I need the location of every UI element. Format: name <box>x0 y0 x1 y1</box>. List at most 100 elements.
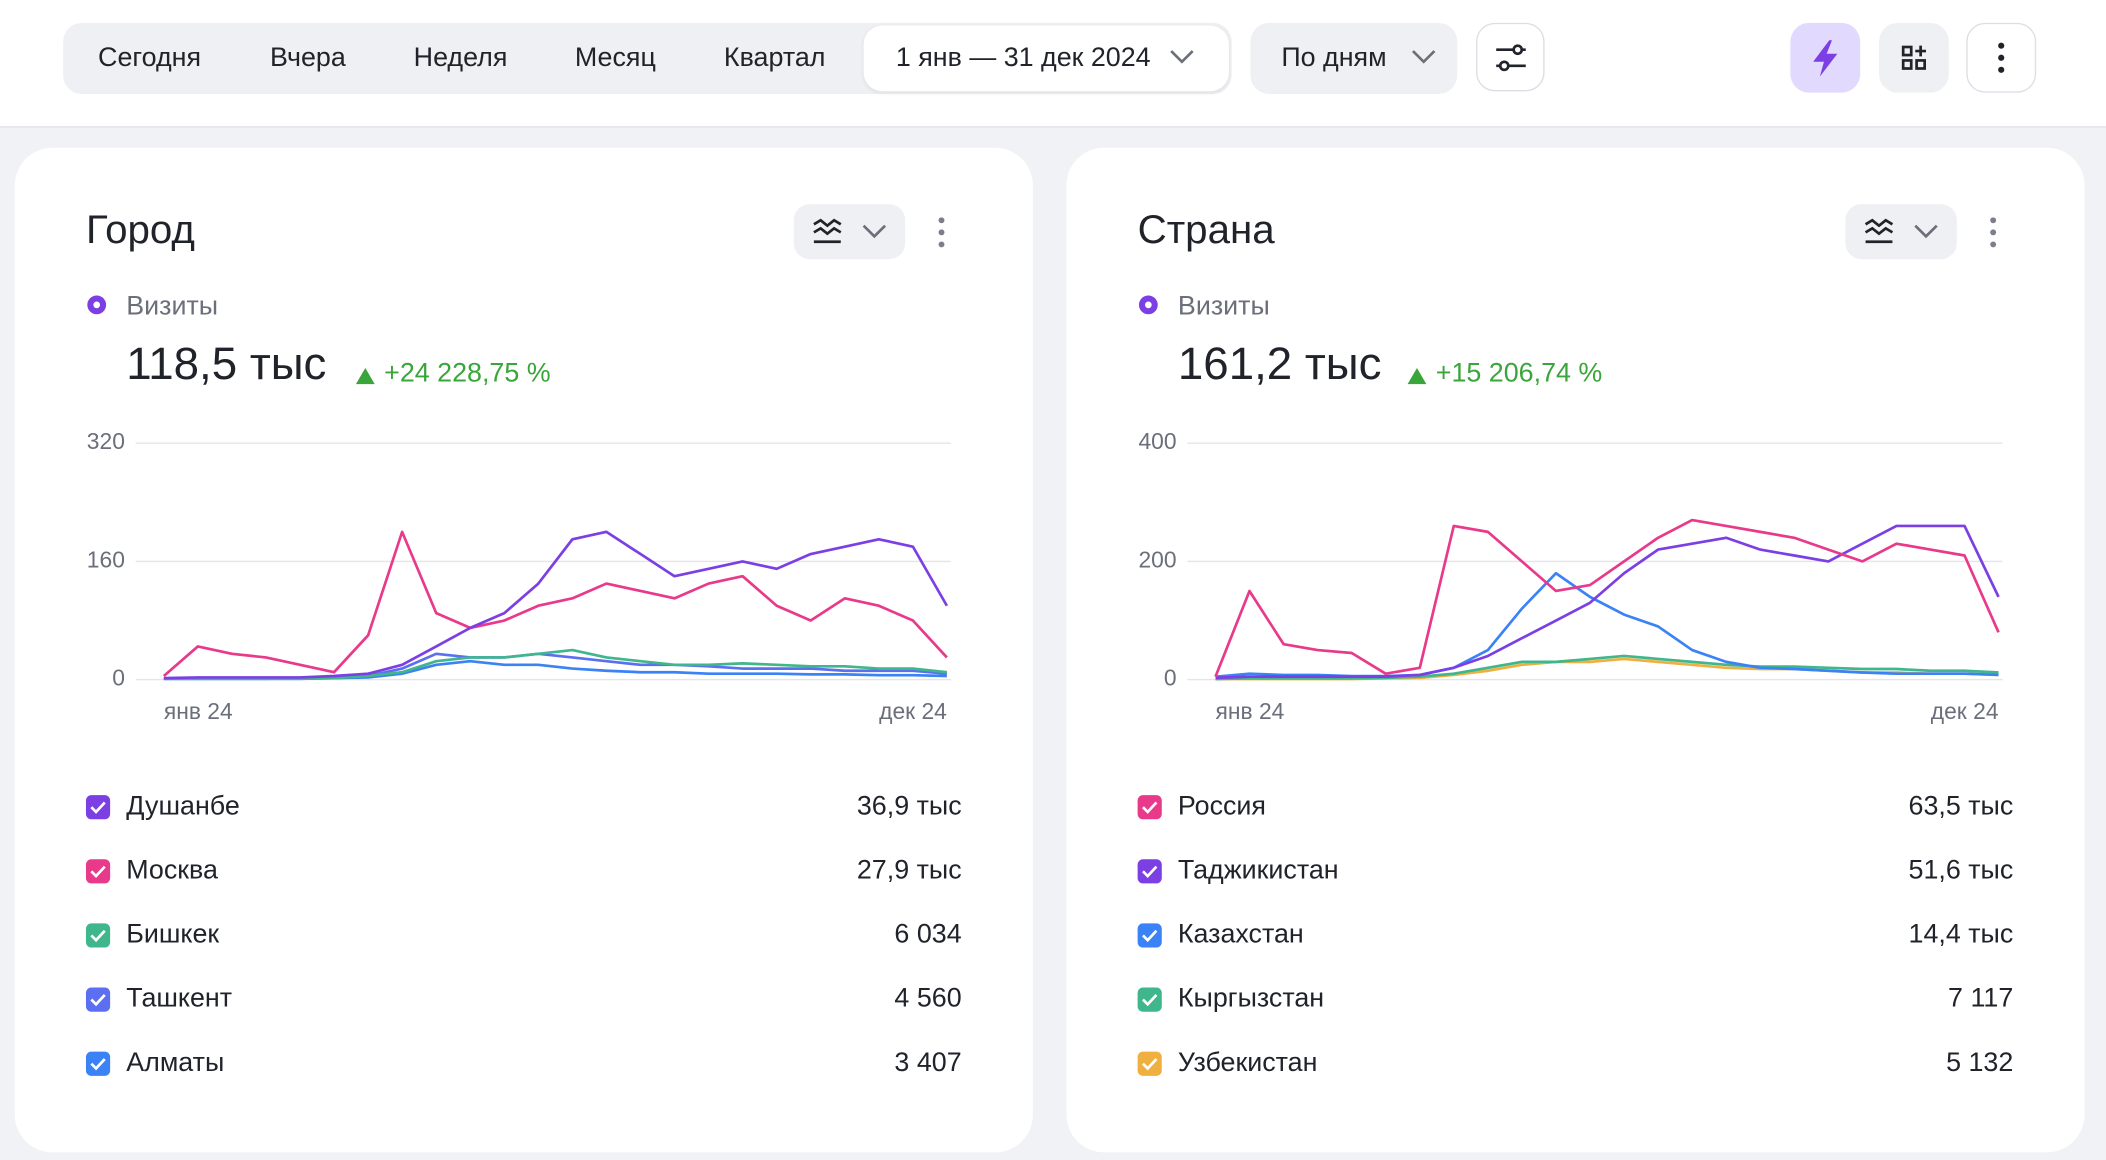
period-button[interactable]: Месяц <box>574 42 656 73</box>
x-tick-label: дек 24 <box>879 698 947 724</box>
grid-icon <box>1901 45 1927 70</box>
widget-title: Город <box>85 208 195 253</box>
legend-name: Кыргызстан <box>1178 983 1324 1013</box>
up-arrow <box>355 368 375 385</box>
x-tick-label: янв 24 <box>1216 698 1285 724</box>
metric-total: 161,2 тыс <box>1177 338 1382 390</box>
y-tick-label: 160 <box>87 546 125 572</box>
checkmark <box>1142 929 1158 943</box>
period-button[interactable]: Неделя <box>413 42 508 73</box>
y-tick-label: 320 <box>87 428 125 454</box>
dot <box>1990 217 1997 224</box>
legend-value: 6 034 <box>894 919 961 949</box>
dot <box>938 229 945 236</box>
y-tick-label: 0 <box>112 665 125 691</box>
checkmark <box>90 1058 106 1071</box>
filter-icon <box>1496 44 1526 72</box>
legend-checkbox[interactable] <box>85 923 111 948</box>
legend-value: 3 407 <box>894 1047 961 1077</box>
metric-change: +24 228,75 % <box>384 358 551 389</box>
checkbox-box <box>1137 923 1162 948</box>
icons <box>87 217 945 385</box>
series-line <box>1215 654 1999 681</box>
legend-name: Ташкент <box>126 983 232 1013</box>
dots-icon <box>1998 42 2005 73</box>
legend-name: Москва <box>126 854 218 884</box>
toolbar-icons <box>1170 40 2005 77</box>
legend-value: 27,9 тыс <box>857 854 962 884</box>
chevron <box>862 224 887 239</box>
legend-checkbox[interactable] <box>1137 923 1162 948</box>
dot <box>1990 241 1997 248</box>
legend-value: 36,9 тыс <box>857 790 962 820</box>
legend-checkbox[interactable] <box>1137 859 1162 884</box>
legend-name: Алматы <box>126 1047 224 1077</box>
metric-change: +15 206,74 % <box>1435 358 1603 389</box>
grouping-select[interactable] <box>1250 22 1458 95</box>
add-widget-button[interactable] <box>1878 22 1949 93</box>
metric-dot-inner <box>93 301 101 309</box>
period-button[interactable]: Вчера <box>269 42 346 73</box>
legend-value: 14,4 тыс <box>1909 919 2014 949</box>
metric-dot-inner <box>1144 301 1152 309</box>
checkbox-box <box>85 859 111 884</box>
legend-value: 5 132 <box>1946 1047 2013 1077</box>
checkmark <box>90 929 106 943</box>
checkbox-box <box>1137 987 1162 1012</box>
checkmark <box>1142 993 1158 1007</box>
legend-name: Узбекистан <box>1178 1047 1318 1077</box>
series-line <box>162 530 948 677</box>
dot <box>1990 229 1997 236</box>
chevron <box>1170 50 1194 64</box>
date-picker[interactable] <box>863 25 1229 92</box>
chart-type-icon <box>813 218 842 244</box>
checkbox-box <box>1137 859 1162 884</box>
legend-checkbox[interactable] <box>1137 1051 1162 1076</box>
series-line <box>163 648 948 681</box>
series-line <box>1215 524 2000 680</box>
checkmark <box>90 993 106 1007</box>
grouping[interactable]: По дням <box>1281 42 1387 73</box>
y-tick-label: 400 <box>1138 428 1176 454</box>
date-range[interactable]: 1 янв — 31 дек 2024 <box>895 42 1151 73</box>
checkbox-box <box>85 923 111 948</box>
legend-checkbox[interactable] <box>1137 795 1162 820</box>
period-button[interactable]: Сегодня <box>98 42 202 73</box>
period-button[interactable]: Квартал <box>723 42 826 73</box>
checkmark <box>90 865 106 878</box>
filter-button[interactable] <box>1476 22 1545 92</box>
y-tick-label: 200 <box>1138 546 1176 572</box>
dot <box>938 241 945 248</box>
chart-type-button[interactable] <box>793 204 906 260</box>
metric-total: 118,5 тыс <box>126 338 327 390</box>
checkmark <box>1142 865 1158 878</box>
legend-value: 4 560 <box>894 983 961 1013</box>
toolbar: Сегодня Вчера Неделя Месяц Квартал 1 янв… <box>0 0 2106 128</box>
legend-checkbox[interactable] <box>85 795 111 820</box>
x-tick-label: дек 24 <box>1931 698 1999 724</box>
legend-value: 51,6 тыс <box>1909 854 2014 884</box>
series-line <box>1214 518 2000 678</box>
widget-title: Страна <box>1137 208 1275 253</box>
legend-checkbox[interactable] <box>85 859 111 884</box>
legend-checkbox[interactable] <box>85 1051 111 1076</box>
up-arrow <box>1407 368 1427 385</box>
legend-checkbox[interactable] <box>85 987 111 1012</box>
dot <box>938 217 945 224</box>
icons <box>1138 217 1997 385</box>
legend-name: Казахстан <box>1178 919 1304 949</box>
chart-type-button[interactable] <box>1845 204 1957 260</box>
lightning-icon <box>1813 40 1838 77</box>
metric-name: Визиты <box>126 291 219 322</box>
legend-value: 7 117 <box>1948 983 2013 1013</box>
legend-name: Таджикистан <box>1178 854 1339 884</box>
legend-name: Бишкек <box>126 919 219 949</box>
widget-card: Город Визиты 118,5 тыс +24 228,75 % 0 160 320 я… <box>14 147 1033 1153</box>
series-line <box>163 530 949 680</box>
legend-value: 63,5 тыс <box>1909 790 2014 820</box>
legend-checkbox[interactable] <box>1137 987 1162 1012</box>
checkbox-box <box>85 987 111 1012</box>
y-tick-label: 0 <box>1164 665 1177 691</box>
